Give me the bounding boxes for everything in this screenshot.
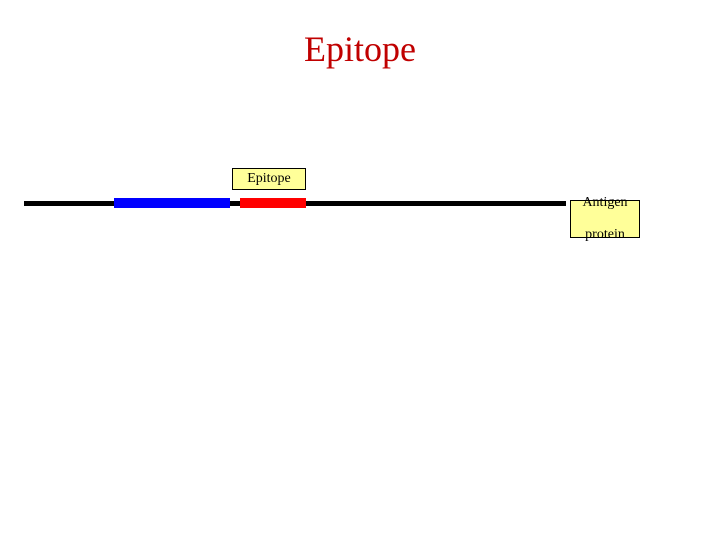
bar-segment-black-right-thin <box>306 201 566 206</box>
bar-segment-blue-thick <box>114 198 230 208</box>
bar-segment-black-gap-thin <box>230 201 240 206</box>
page-title: Epitope <box>0 28 720 70</box>
antigen-label-line2: protein <box>585 227 625 243</box>
antigen-label-line1: Antigen <box>582 195 627 211</box>
bar-segment-red-thick <box>240 198 306 208</box>
bar-segment-black-left-thin <box>24 201 114 206</box>
epitope-label-box: Epitope <box>232 168 306 190</box>
epitope-label-text: Epitope <box>247 171 291 187</box>
antigen-label-box: Antigen protein <box>570 200 640 238</box>
